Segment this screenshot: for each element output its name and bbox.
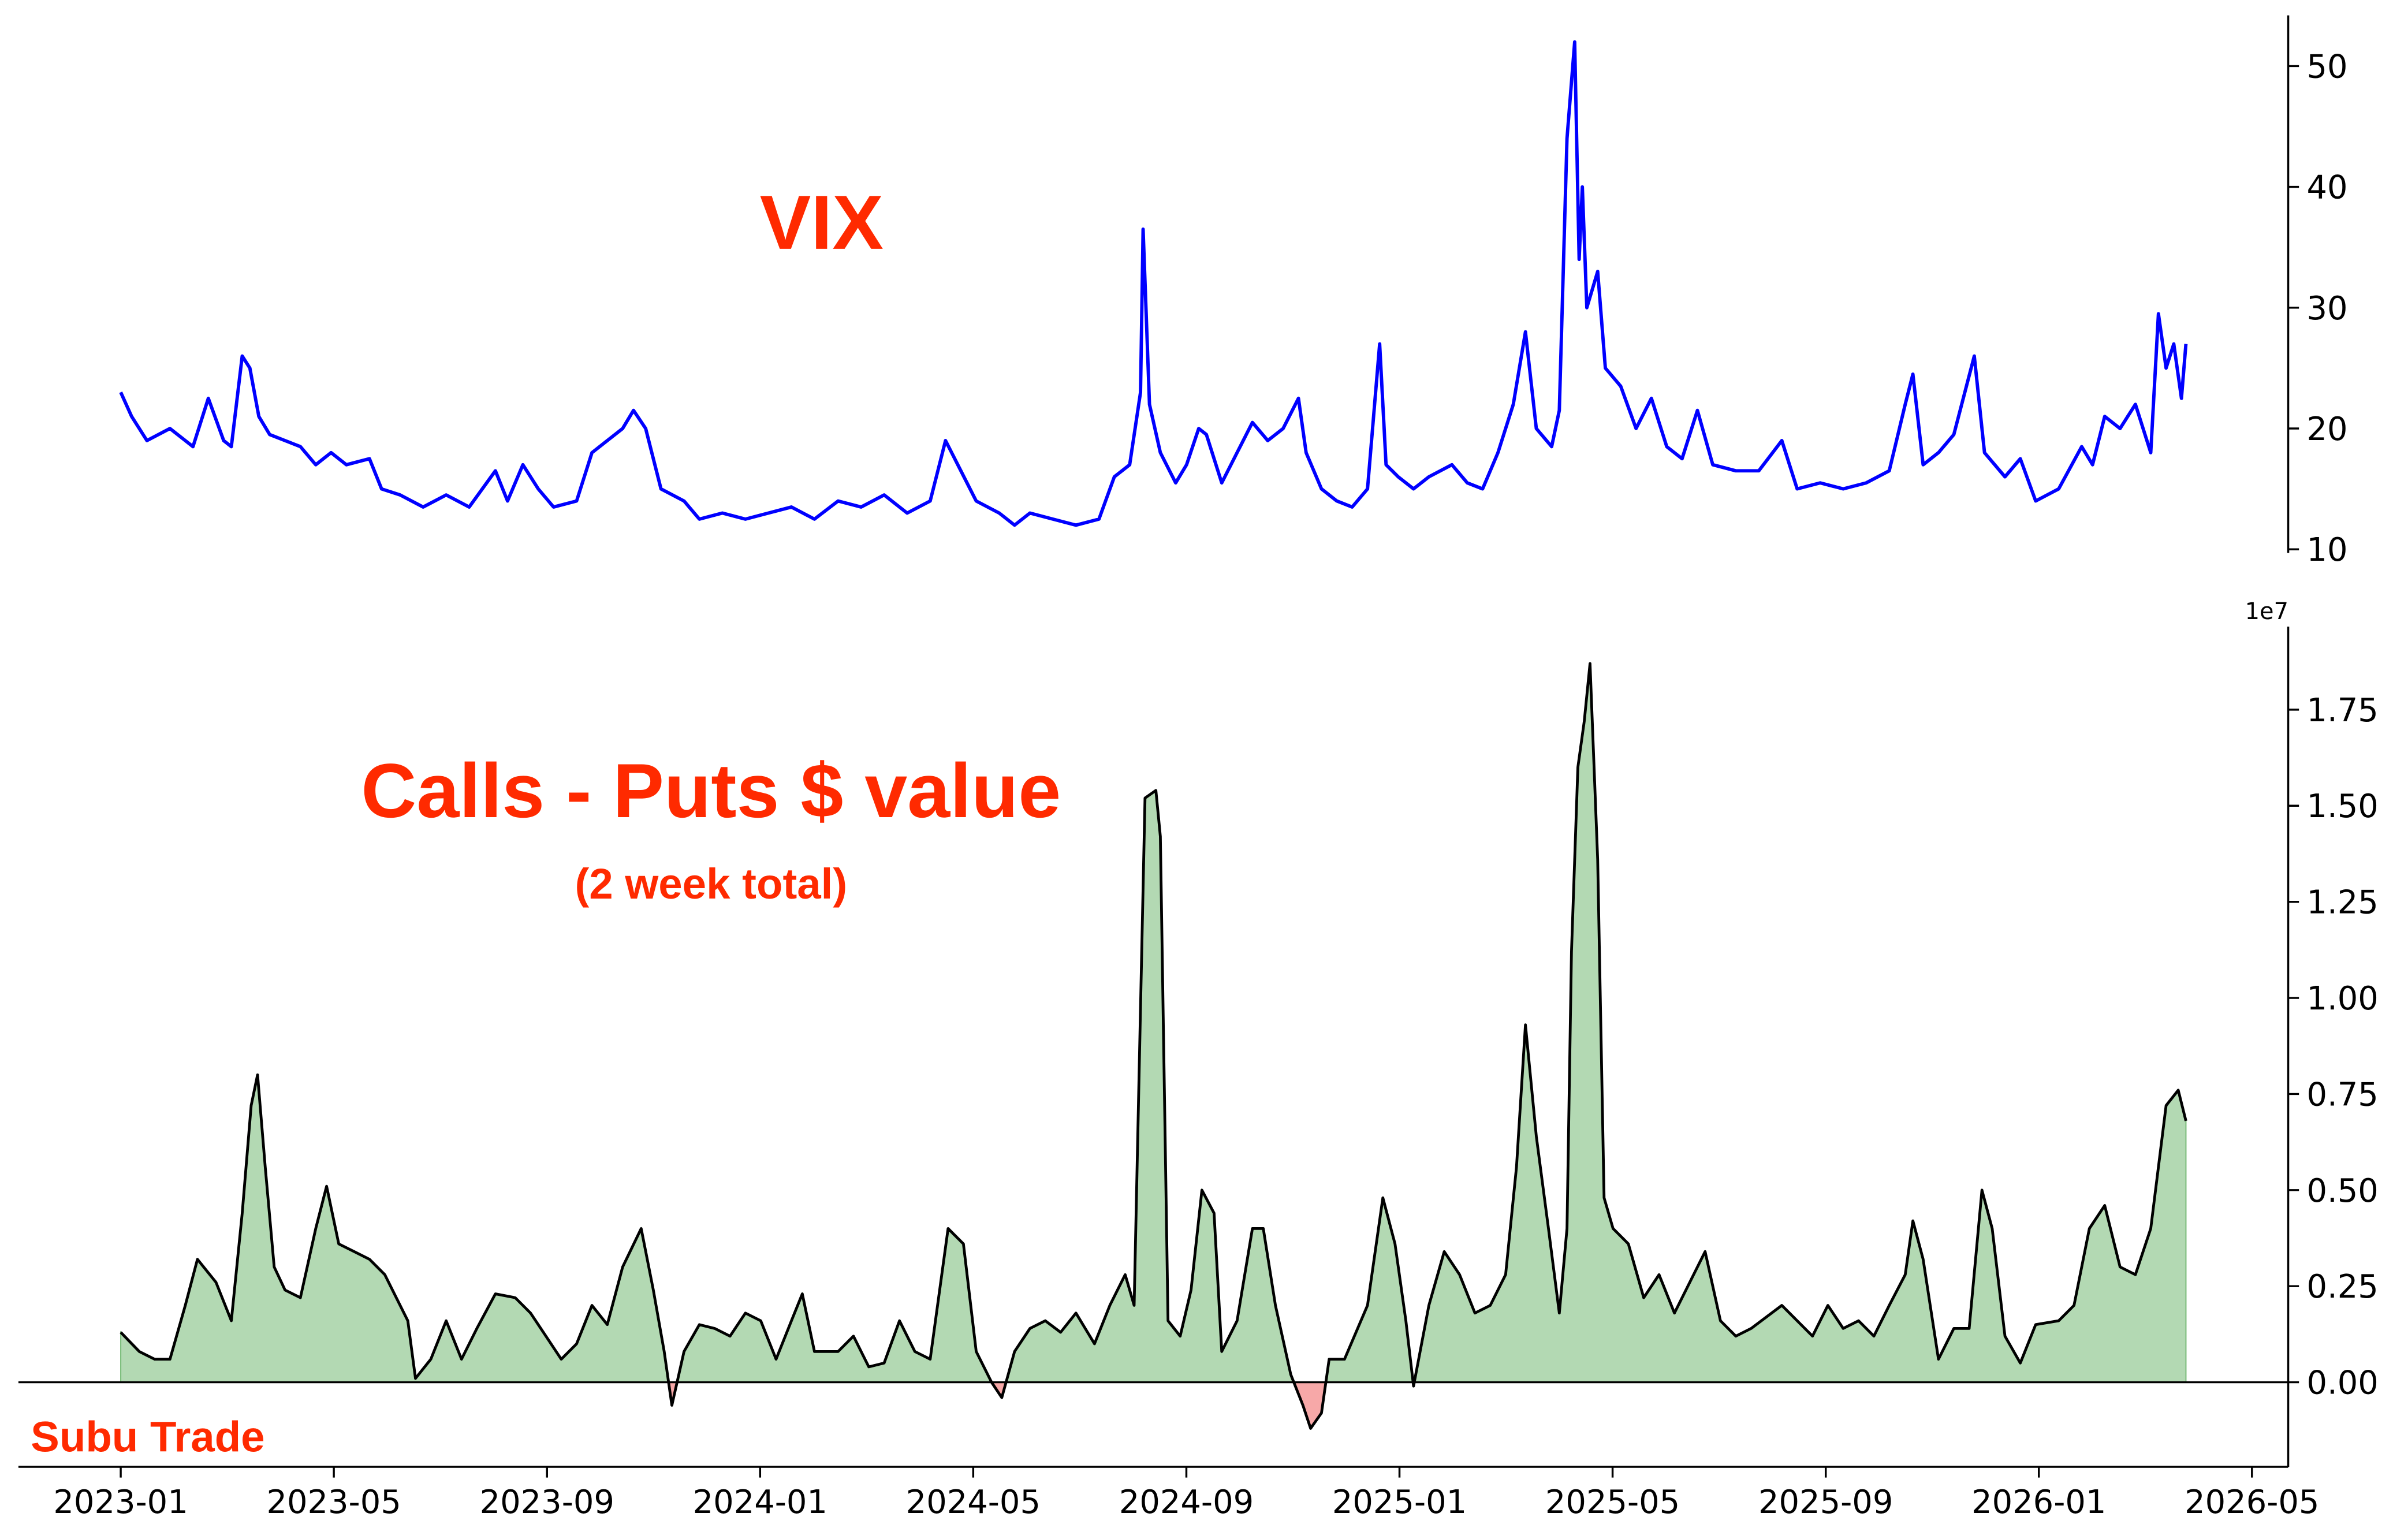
- y-tick-label: 10: [2306, 531, 2347, 569]
- y-tick-label: 0.75: [2306, 1076, 2378, 1113]
- x-tick-label: 2025-09: [1758, 1484, 1893, 1521]
- vix-line: [119, 40, 2188, 527]
- x-tick-label: 2025-01: [1332, 1484, 1467, 1521]
- y-tick-label: 0.50: [2306, 1172, 2378, 1210]
- panel-subtitle: (2 week total): [575, 860, 847, 908]
- y-tick-label: 0.25: [2306, 1268, 2378, 1306]
- watermark: Subu Trade: [31, 1413, 264, 1460]
- y-tick-label: 1.25: [2306, 884, 2378, 922]
- y-tick-label: 20: [2306, 411, 2347, 448]
- x-tick-label: 2026-05: [2185, 1484, 2319, 1521]
- panel-title: Calls - Puts $ value: [361, 748, 1061, 834]
- offset-label: 1e7: [2245, 598, 2288, 625]
- y-tick-label: 1.75: [2306, 692, 2378, 729]
- x-tick-label: 2024-01: [693, 1484, 827, 1521]
- x-tick-label: 2026-01: [1971, 1484, 2106, 1521]
- x-tick-label: 2023-05: [266, 1484, 401, 1521]
- x-tick-label: 2025-05: [1545, 1484, 1680, 1521]
- y-tick-label: 1.00: [2306, 980, 2378, 1018]
- x-tick-label: 2023-09: [480, 1484, 614, 1521]
- y-tick-label: 0.00: [2306, 1365, 2378, 1402]
- y-tick-label: 30: [2306, 290, 2347, 327]
- vix-label: VIX: [760, 180, 884, 266]
- y-tick-label: 40: [2306, 169, 2347, 207]
- x-tick-label: 2023-01: [53, 1484, 188, 1521]
- y-tick-label: 1.50: [2306, 788, 2378, 825]
- y-tick-label: 50: [2306, 48, 2347, 85]
- x-tick-label: 2024-09: [1119, 1484, 1254, 1521]
- flow-line: [120, 662, 2187, 1430]
- x-tick-label: 2024-05: [906, 1484, 1041, 1521]
